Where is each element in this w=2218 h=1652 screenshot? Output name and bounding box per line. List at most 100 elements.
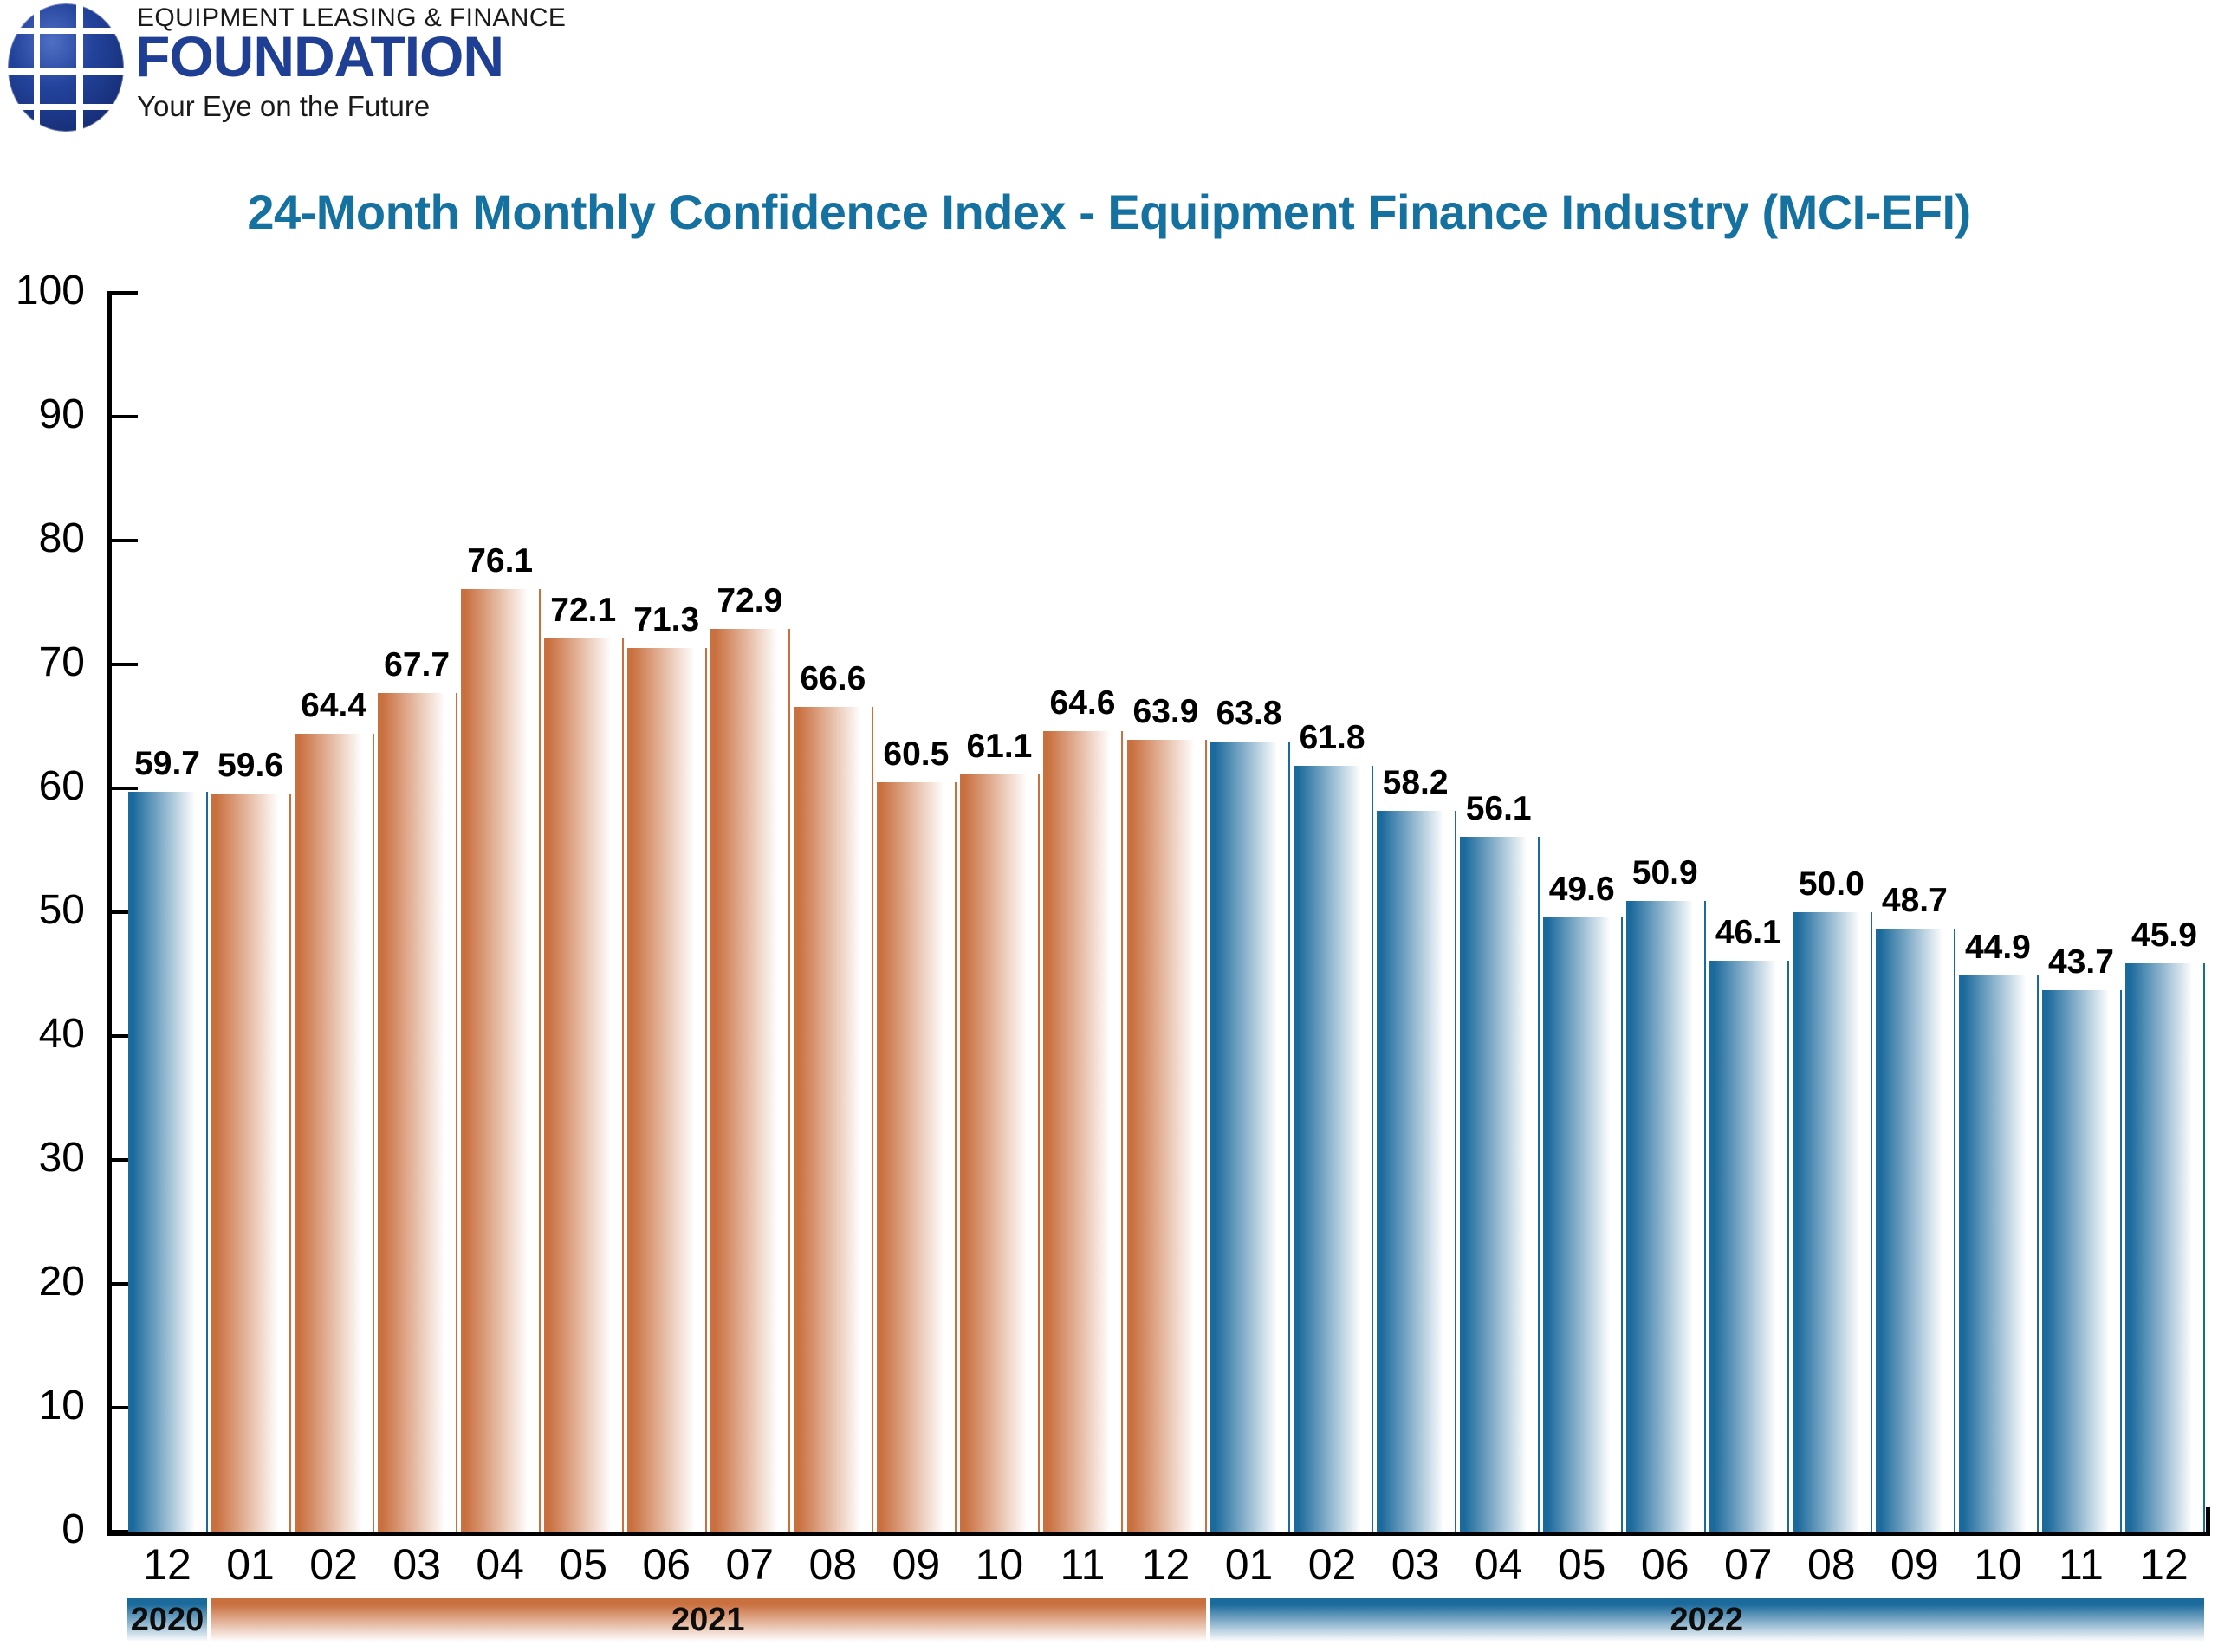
y-tick-90: [107, 415, 138, 418]
bar-orange-02-2[interactable]: [295, 734, 375, 1532]
y-tick-80: [107, 539, 138, 542]
x-axis-label-13: 01: [1224, 1540, 1274, 1589]
y-tick-70: [107, 663, 138, 666]
x-axis-label-21: 09: [1890, 1540, 1939, 1589]
bar-value-label: 58.2: [1382, 763, 1449, 801]
x-axis-label-23: 11: [2058, 1540, 2104, 1589]
bar-value-label: 63.8: [1216, 694, 1282, 732]
y-tick-30: [107, 1158, 138, 1162]
x-axis-label-2: 02: [309, 1540, 358, 1589]
x-axis-label-0: 12: [143, 1540, 191, 1589]
bar-blue-12-0[interactable]: [128, 792, 209, 1532]
logo-top-line: EQUIPMENT LEASING & FINANCE: [137, 3, 567, 32]
y-tick-0: [107, 1530, 138, 1533]
bar-value-label: 60.5: [883, 735, 950, 773]
logo-foundation-text: FOUNDATION: [135, 24, 504, 88]
bar-value-label: 76.1: [467, 541, 534, 580]
bar-blue-04-16[interactable]: [1459, 836, 1540, 1532]
bar-value-label: 63.9: [1132, 693, 1199, 731]
y-tick-label-10: 10: [38, 1383, 85, 1428]
x-axis-label-3: 03: [392, 1540, 441, 1589]
x-axis-label-19: 07: [1723, 1540, 1773, 1589]
bar-blue-07-19[interactable]: [1709, 960, 1789, 1532]
bar-value-label: 49.6: [1548, 870, 1615, 908]
year-band-label: 2021: [671, 1602, 745, 1638]
bar-blue-01-13[interactable]: [1210, 741, 1290, 1532]
x-axis-line: [107, 1532, 2210, 1536]
y-tick-10: [107, 1406, 138, 1409]
bar-value-label: 72.1: [550, 591, 617, 629]
bar-value-label: 59.6: [217, 746, 283, 784]
bar-orange-07-7[interactable]: [710, 628, 791, 1532]
bar-value-label: 61.1: [966, 728, 1033, 766]
bar-orange-11-11[interactable]: [1043, 731, 1124, 1532]
year-band-2020: 2020: [127, 1598, 208, 1642]
bar-orange-03-3[interactable]: [378, 692, 458, 1532]
year-band-2022: 2022: [1209, 1598, 2204, 1642]
bar-blue-11-23[interactable]: [2041, 990, 2122, 1532]
bar-value-label: 50.0: [1798, 865, 1865, 903]
bar-value-label: 61.8: [1299, 719, 1365, 757]
x-axis-label-12: 12: [1141, 1540, 1190, 1589]
y-tick-40: [107, 1034, 138, 1038]
x-axis-label-20: 08: [1807, 1540, 1856, 1589]
year-band-label: 2020: [130, 1602, 204, 1638]
bar-blue-08-20[interactable]: [1792, 912, 1872, 1532]
bar-value-label: 56.1: [1465, 789, 1532, 827]
bar-orange-05-5[interactable]: [544, 638, 625, 1532]
y-tick-label-0: 0: [62, 1506, 85, 1552]
y-tick-label-20: 20: [38, 1259, 85, 1305]
bar-orange-12-12[interactable]: [1126, 740, 1207, 1532]
bar-blue-05-17[interactable]: [1542, 917, 1623, 1532]
y-tick-label-40: 40: [38, 1011, 85, 1057]
chart-title: 24-Month Monthly Confidence Index - Equi…: [247, 185, 1971, 239]
y-tick-label-70: 70: [38, 639, 85, 685]
bar-value-label: 44.9: [1964, 928, 2031, 966]
bar-value-label: 59.7: [134, 745, 200, 783]
y-tick-label-30: 30: [38, 1135, 85, 1181]
year-band-label: 2022: [1670, 1602, 1744, 1638]
x-axis-label-7: 07: [725, 1540, 775, 1589]
bar-value-label: 67.7: [384, 645, 451, 683]
x-axis-label-10: 10: [975, 1540, 1024, 1589]
logo-tagline: Your Eye on the Future: [137, 90, 431, 122]
bar-value-label: 50.9: [1631, 854, 1698, 892]
x-axis-label-24: 12: [2140, 1540, 2189, 1589]
bar-value-label: 71.3: [633, 601, 700, 639]
x-axis-label-6: 06: [642, 1540, 691, 1589]
bar-blue-06-18[interactable]: [1625, 901, 1706, 1532]
y-tick-20: [107, 1282, 138, 1286]
x-axis-label-9: 09: [892, 1540, 941, 1589]
bar-value-label: 64.6: [1049, 684, 1116, 722]
x-axis-label-4: 04: [476, 1540, 524, 1589]
x-axis-label-1: 01: [226, 1540, 275, 1589]
bar-value-label: 72.9: [717, 581, 783, 619]
x-axis-label-14: 02: [1307, 1540, 1357, 1589]
bar-blue-03-15[interactable]: [1376, 810, 1456, 1532]
bar-orange-04-4[interactable]: [461, 588, 542, 1532]
x-axis-label-17: 05: [1557, 1540, 1606, 1589]
y-tick-100: [107, 291, 138, 295]
bar-orange-09-9[interactable]: [877, 781, 957, 1532]
bar-value-label: 46.1: [1715, 913, 1781, 951]
bar-blue-10-22[interactable]: [1958, 975, 2039, 1532]
bar-orange-06-6[interactable]: [627, 648, 708, 1532]
x-axis-label-16: 04: [1474, 1540, 1523, 1589]
x-axis-label-15: 03: [1391, 1540, 1440, 1589]
bar-orange-10-10[interactable]: [960, 774, 1041, 1532]
y-tick-label-60: 60: [38, 763, 85, 809]
bar-blue-02-14[interactable]: [1293, 766, 1373, 1532]
bar-orange-08-8[interactable]: [794, 706, 874, 1532]
bar-orange-01-1[interactable]: [211, 793, 292, 1532]
y-tick-label-80: 80: [38, 515, 85, 561]
x-axis-label-18: 06: [1640, 1540, 1689, 1589]
bar-blue-12-24[interactable]: [2124, 962, 2205, 1532]
bar-value-label: 66.6: [800, 659, 866, 697]
bar-value-label: 48.7: [1881, 881, 1948, 919]
bar-value-label: 43.7: [2047, 943, 2114, 981]
x-axis-label-22: 10: [1974, 1540, 2022, 1589]
y-axis-line: [107, 293, 112, 1535]
x-axis-label-11: 11: [1060, 1540, 1106, 1589]
bar-blue-09-21[interactable]: [1875, 928, 1955, 1532]
